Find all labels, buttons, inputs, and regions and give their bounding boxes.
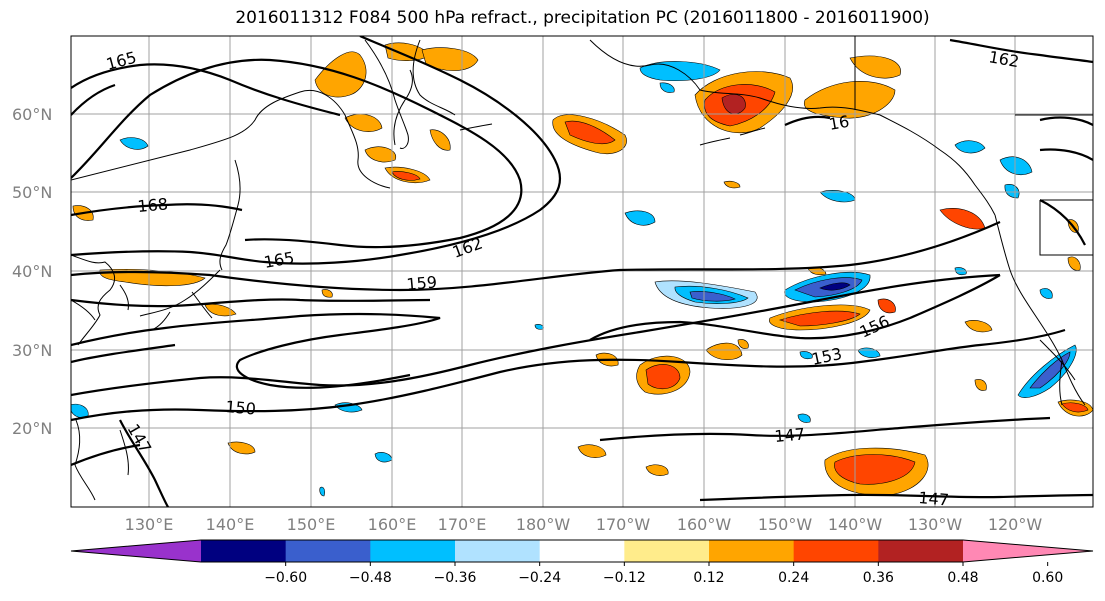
colorbar-tick-label: 0.36 (863, 570, 894, 586)
colorbar-outline (70, 539, 1094, 563)
colorbar-tick-label: 0.24 (778, 570, 809, 586)
lon-label-140e: 140°E (206, 515, 255, 534)
lon-label-120w: 120°W (988, 515, 1043, 534)
lon-label-180w: 180°W (516, 515, 571, 534)
lon-label-140w: 140°W (828, 515, 883, 534)
colorbar-tick-label: −0.12 (603, 570, 646, 586)
colorbar-tick-label: 0.60 (1032, 570, 1063, 586)
colorbar-segment (793, 540, 879, 562)
contour-label-16: 16 (827, 112, 850, 134)
lon-label-130w: 130°W (908, 515, 963, 534)
colorbar: −0.60 −0.48 −0.36 −0.24 −0.12 0.12 0.24 0.36 0.4… (70, 539, 1094, 586)
lon-label-170e: 170°E (438, 515, 487, 534)
colorbar-tick-label: −0.24 (518, 570, 561, 586)
contour-label-159: 159 (406, 272, 438, 294)
figure-title: 2016011312 F084 500 hPa refract., precip… (235, 8, 930, 28)
lon-label-150e: 150°E (287, 515, 336, 534)
contour-labels: 165 168 165 162 159 156 153 150 147 147 … (104, 47, 1021, 510)
colorbar-tick-label: −0.36 (434, 570, 477, 586)
colorbar-segment (285, 540, 371, 562)
latitude-labels: 60°N 50°N 40°N 30°N 20°N (12, 105, 52, 438)
colorbar-segment (455, 540, 541, 562)
contour-label-168: 168 (137, 194, 169, 216)
colorbar-extend-high (963, 540, 1093, 562)
lon-label-160w: 160°W (677, 515, 732, 534)
colorbar-extend-low (71, 540, 201, 562)
colorbar-tick-label: 0.48 (947, 570, 978, 586)
colorbar-segment (201, 540, 287, 562)
colorbar-segment (539, 540, 625, 562)
lon-label-150w: 150°W (758, 515, 813, 534)
colorbar-tick-label: −0.48 (349, 570, 392, 586)
lon-label-130e: 130°E (125, 515, 174, 534)
contour-label-147-mid: 147 (774, 424, 806, 446)
contour-label-147-south: 147 (918, 488, 950, 510)
colorbar-segment (370, 540, 456, 562)
colorbar-segment (709, 540, 795, 562)
colorbar-tick-label: −0.60 (264, 570, 307, 586)
lat-label-60: 60°N (12, 105, 52, 124)
colorbar-segment (878, 540, 964, 562)
lon-label-160e: 160°E (368, 515, 417, 534)
colorbar-tick-label: 0.12 (693, 570, 724, 586)
lat-label-40: 40°N (12, 262, 52, 281)
lat-label-20: 20°N (12, 419, 52, 438)
lat-label-30: 30°N (12, 341, 52, 360)
lat-label-50: 50°N (12, 183, 52, 202)
map-border (70, 35, 1094, 508)
refractivity-contours (71, 36, 1093, 507)
contour-label-150: 150 (225, 397, 257, 419)
colorbar-segment (624, 540, 710, 562)
lon-label-170w: 170°W (596, 515, 651, 534)
coastlines (71, 36, 1093, 501)
longitude-labels: 130°E 140°E 150°E 160°E 170°E 180°W 170°… (125, 515, 1043, 534)
